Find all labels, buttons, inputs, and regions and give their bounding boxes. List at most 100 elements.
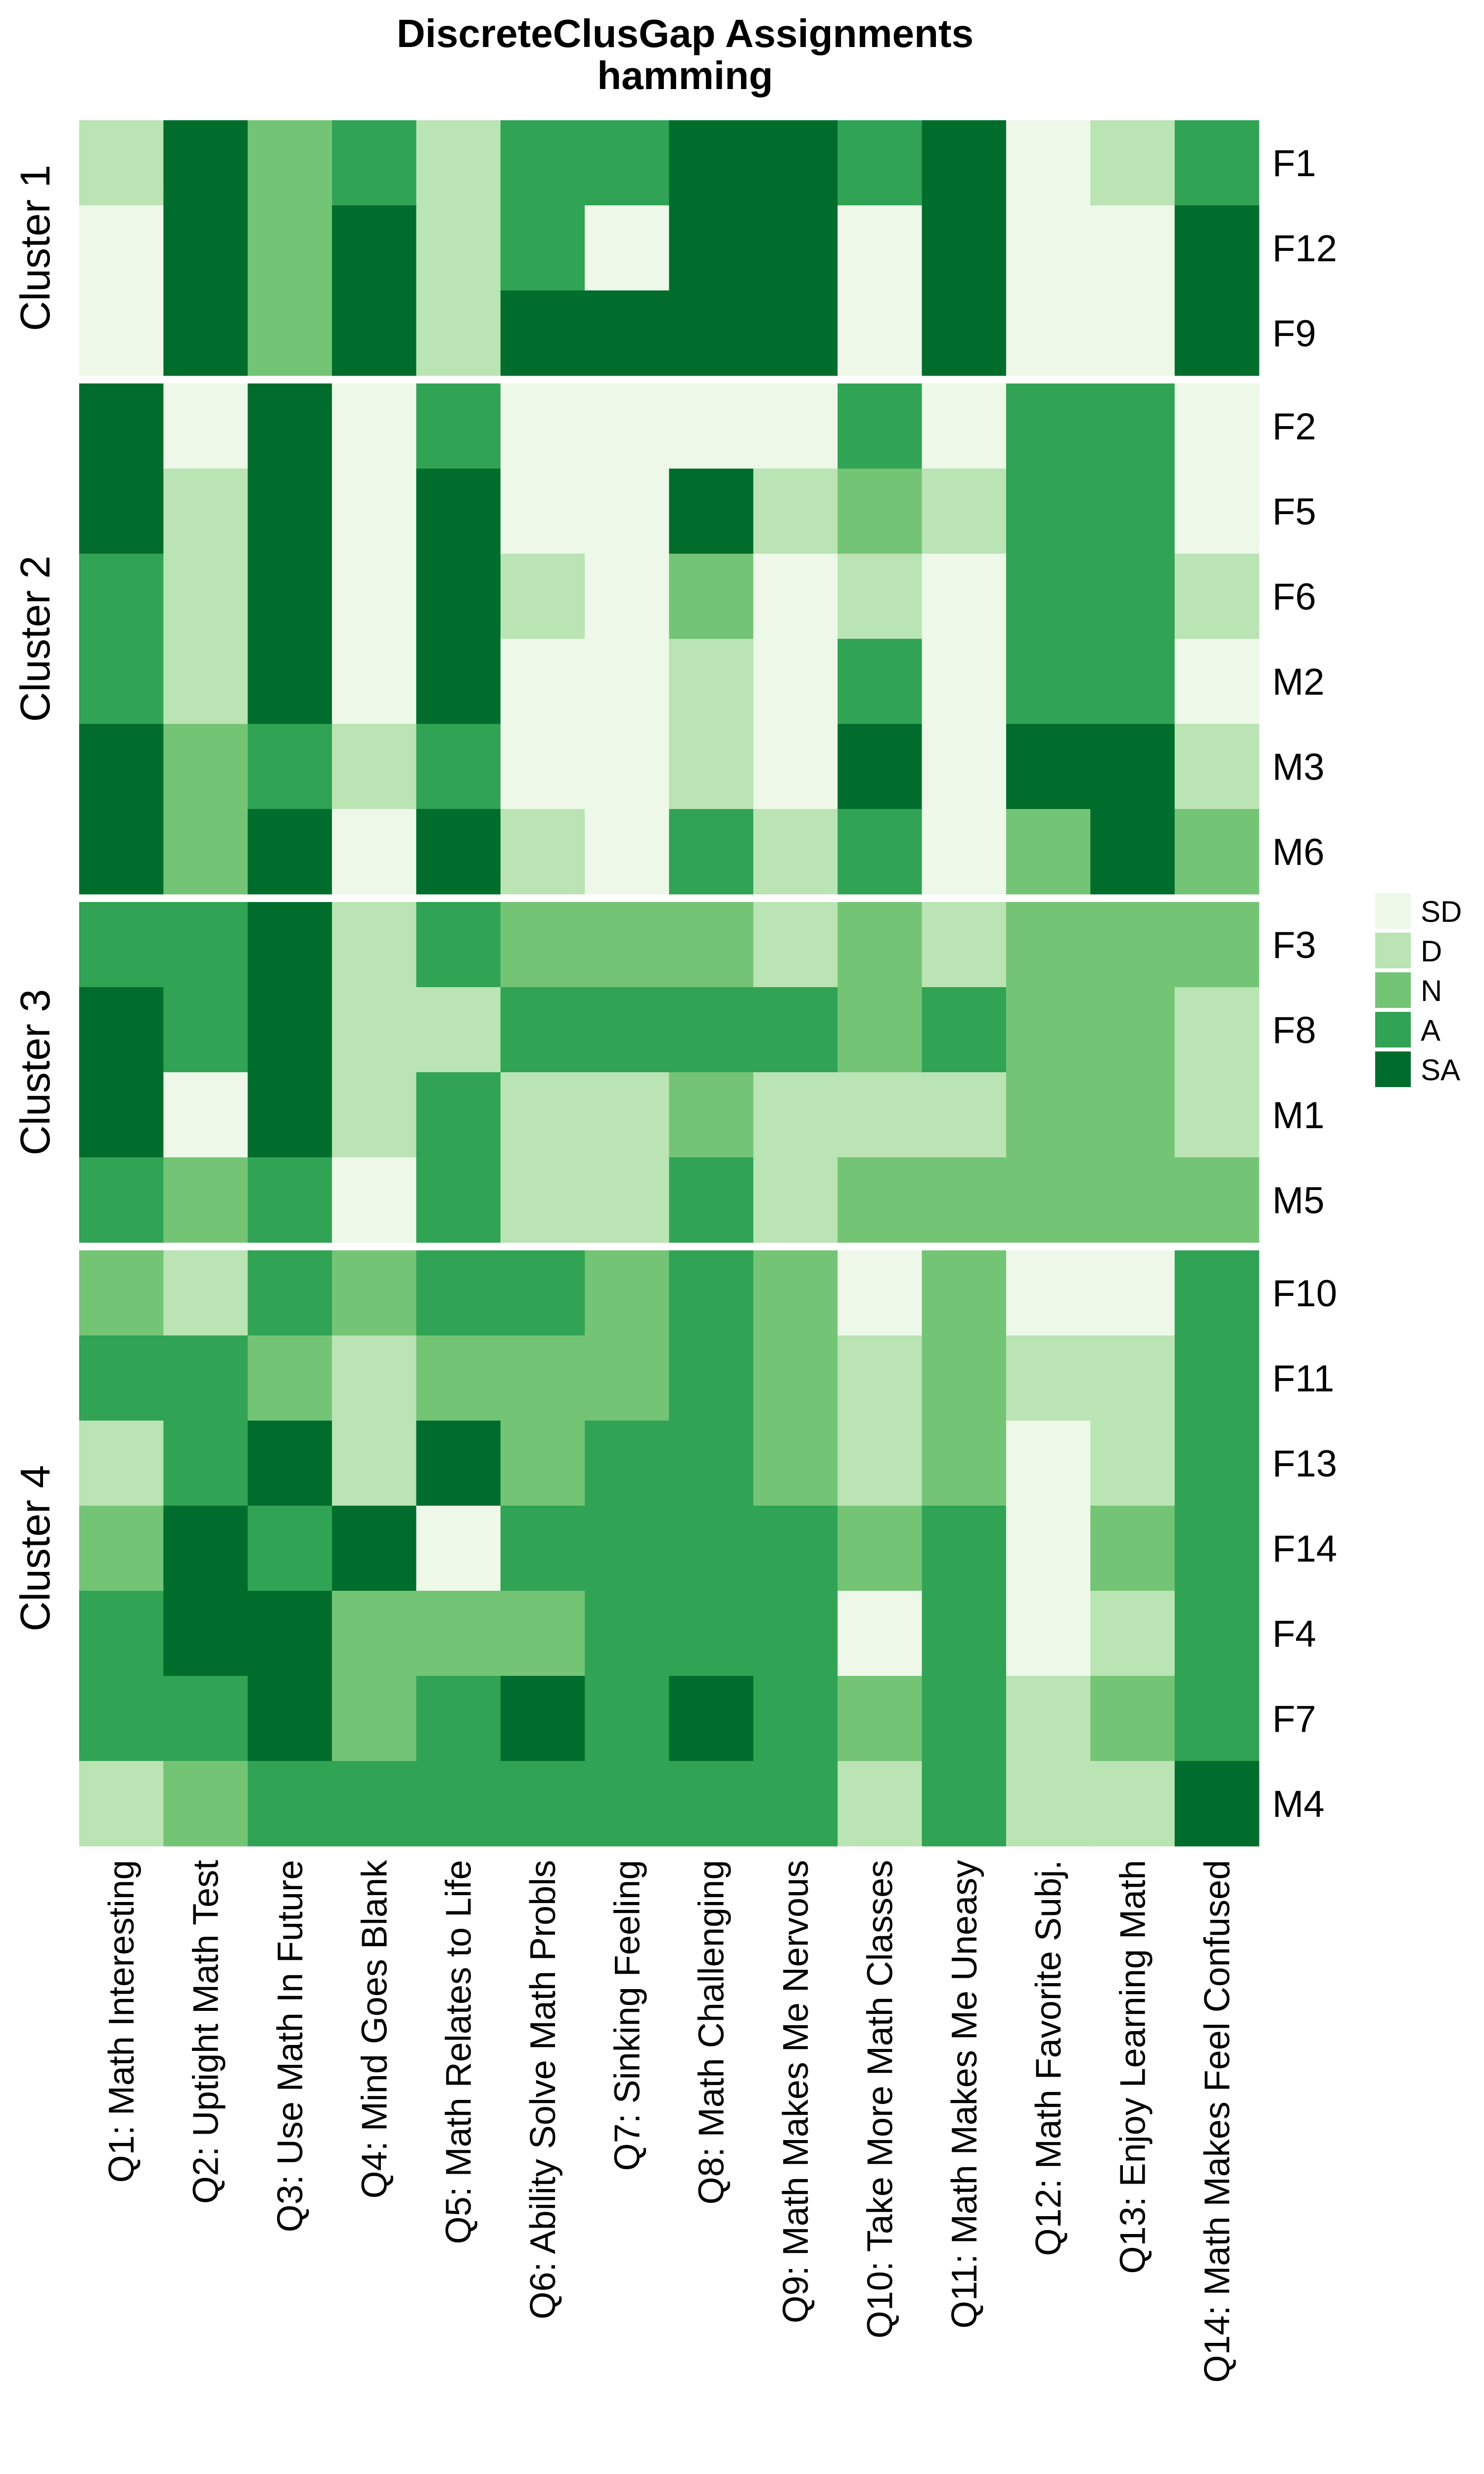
heatmap-cell xyxy=(753,1072,838,1158)
heatmap-cell xyxy=(416,724,501,809)
heatmap-cell xyxy=(1090,290,1175,376)
heatmap-cell xyxy=(247,554,332,639)
heatmap-cell xyxy=(669,1335,754,1421)
heatmap-cell xyxy=(79,1421,164,1506)
heatmap-cell xyxy=(922,1761,1007,1847)
column-label: Q8: Math Challenging xyxy=(692,1860,732,2204)
heatmap-cell xyxy=(837,383,923,469)
heatmap-cell xyxy=(753,1761,838,1847)
heatmap-cell xyxy=(753,120,838,206)
heatmap-cell xyxy=(416,205,501,291)
heatmap-cell xyxy=(753,809,838,895)
heatmap-cell xyxy=(837,205,923,291)
heatmap-cell xyxy=(922,1157,1007,1243)
heatmap-cell xyxy=(1006,902,1091,988)
legend-label: A xyxy=(1421,1014,1440,1047)
heatmap-cell xyxy=(669,1506,754,1591)
heatmap-cell xyxy=(500,1676,585,1761)
heatmap-cells xyxy=(79,120,1259,1847)
column-label: Q2: Uptight Math Test xyxy=(186,1860,226,2204)
heatmap-cell xyxy=(247,1676,332,1761)
chart-subtitle: hamming xyxy=(597,53,773,97)
heatmap-cell xyxy=(1174,1421,1259,1506)
heatmap-cell xyxy=(753,1335,838,1421)
heatmap-cell xyxy=(1090,383,1175,469)
heatmap-cell xyxy=(922,1250,1007,1336)
heatmap-cell xyxy=(1174,639,1259,724)
heatmap-cell xyxy=(585,639,670,724)
heatmap-cell xyxy=(500,1250,585,1336)
heatmap-cell xyxy=(837,1421,923,1506)
heatmap-cell xyxy=(669,639,754,724)
heatmap-cell xyxy=(922,554,1007,639)
heatmap-cell xyxy=(247,120,332,206)
heatmap-cell xyxy=(922,1335,1007,1421)
heatmap-cell xyxy=(332,902,417,988)
row-label: F14 xyxy=(1272,1528,1337,1570)
heatmap-cell xyxy=(585,809,670,895)
heatmap-cell xyxy=(416,809,501,895)
heatmap-cell xyxy=(247,1072,332,1158)
heatmap-cell xyxy=(669,1761,754,1847)
heatmap-cell xyxy=(79,120,164,206)
heatmap-cell xyxy=(500,383,585,469)
heatmap-cell xyxy=(1006,1506,1091,1591)
heatmap-cell xyxy=(79,205,164,291)
heatmap-cell xyxy=(669,383,754,469)
heatmap-cell xyxy=(753,554,838,639)
heatmap-cell xyxy=(247,1761,332,1847)
heatmap-cell xyxy=(163,809,248,895)
heatmap-cell xyxy=(837,1506,923,1591)
heatmap-cell xyxy=(837,639,923,724)
heatmap-cell xyxy=(79,1761,164,1847)
heatmap-cell xyxy=(163,1250,248,1336)
heatmap-cell xyxy=(247,987,332,1073)
row-label: M6 xyxy=(1272,831,1325,873)
heatmap-cell xyxy=(332,1421,417,1506)
row-label: F1 xyxy=(1272,143,1316,185)
heatmap-cell xyxy=(922,902,1007,988)
heatmap-cell xyxy=(332,809,417,895)
heatmap-cell xyxy=(585,1157,670,1243)
heatmap-cell xyxy=(837,1761,923,1847)
heatmap-cell xyxy=(1174,1761,1259,1847)
heatmap-cell xyxy=(669,469,754,554)
heatmap-cell xyxy=(669,987,754,1073)
heatmap-cell xyxy=(247,290,332,376)
heatmap-cell xyxy=(669,290,754,376)
heatmap-cell xyxy=(1006,1676,1091,1761)
heatmap-cell xyxy=(79,724,164,809)
heatmap-cell xyxy=(416,1335,501,1421)
heatmap-cell xyxy=(1006,120,1091,206)
row-label: F13 xyxy=(1272,1443,1337,1485)
row-label: M5 xyxy=(1272,1180,1325,1222)
heatmap-cell xyxy=(669,1676,754,1761)
heatmap-cell xyxy=(416,1250,501,1336)
column-label: Q10: Take More Math Classes xyxy=(860,1860,900,2338)
heatmap-cell xyxy=(585,1335,670,1421)
heatmap-cell xyxy=(416,290,501,376)
legend-label: SD xyxy=(1421,895,1462,928)
heatmap-cell xyxy=(1006,1421,1091,1506)
column-labels: Q1: Math Interesting Q2: Uptight Math Tes… xyxy=(102,1859,1237,2383)
heatmap-cell xyxy=(669,902,754,988)
row-label: F5 xyxy=(1272,491,1316,533)
heatmap-cell xyxy=(500,987,585,1073)
heatmap-cell xyxy=(247,1421,332,1506)
heatmap-cell xyxy=(163,205,248,291)
heatmap-cell xyxy=(79,469,164,554)
heatmap-cell xyxy=(753,639,838,724)
heatmap-cell xyxy=(1090,1250,1175,1336)
heatmap-cell xyxy=(163,1072,248,1158)
heatmap-cell xyxy=(753,1506,838,1591)
heatmap-cell xyxy=(1006,290,1091,376)
heatmap-cell xyxy=(416,987,501,1073)
column-label: Q12: Math Favorite Subj. xyxy=(1029,1860,1068,2256)
heatmap-cell xyxy=(1090,1506,1175,1591)
heatmap-cell xyxy=(500,290,585,376)
heatmap-cell xyxy=(332,987,417,1073)
legend-key xyxy=(1375,933,1411,968)
heatmap-cell xyxy=(837,1072,923,1158)
heatmap-cell xyxy=(1090,639,1175,724)
heatmap-cell xyxy=(585,120,670,206)
